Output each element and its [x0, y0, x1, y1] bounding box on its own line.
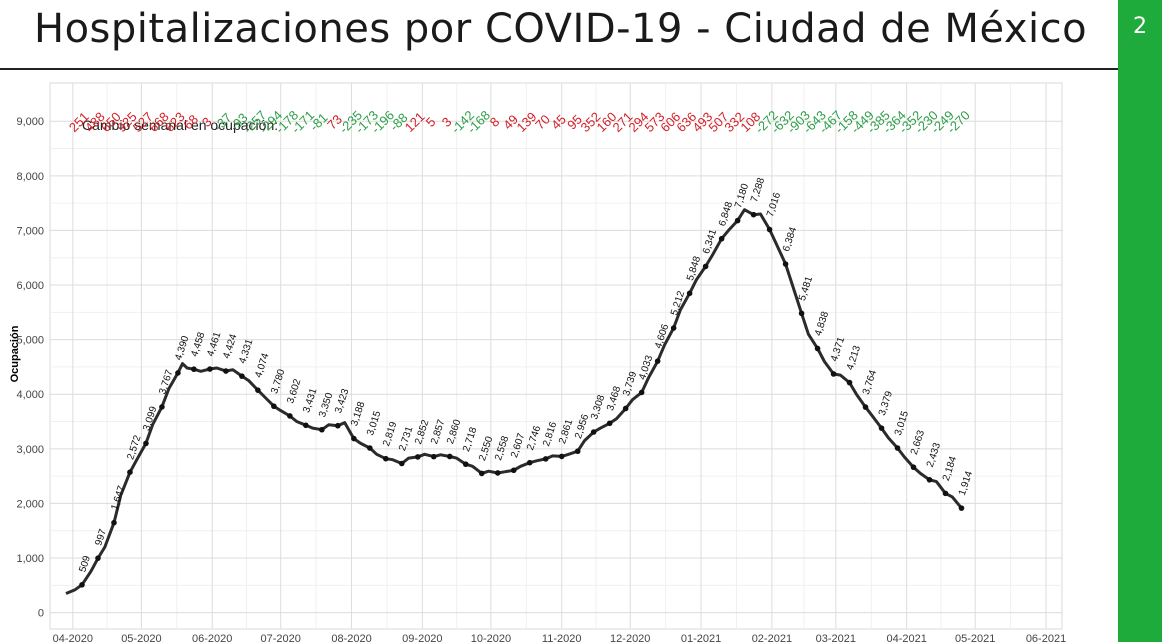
weekly-point	[590, 429, 597, 435]
x-tick-label: 03-2021	[816, 633, 856, 642]
weekly-point	[494, 470, 501, 476]
weekly-point	[399, 460, 405, 467]
y-tick-label: 8,000	[16, 171, 44, 183]
weekly-point	[335, 422, 341, 429]
grid	[50, 83, 1062, 629]
weekly-point	[351, 435, 357, 442]
weekly-point	[223, 368, 229, 374]
value-label: 997	[93, 527, 109, 547]
weekly-point	[558, 453, 565, 460]
x-tick-label: 06-2020	[192, 633, 232, 642]
y-tick-label: 4,000	[16, 389, 44, 401]
weekly-point	[191, 366, 197, 373]
y-tick-label: 7,000	[16, 225, 44, 237]
weekly-point	[670, 325, 677, 331]
weekly-point	[910, 464, 917, 471]
weekly-point	[510, 467, 517, 474]
weekly-point	[79, 582, 85, 588]
weekly-point	[367, 445, 373, 451]
weekly-point	[782, 261, 789, 267]
weekly-point	[414, 454, 421, 460]
weekly-point	[926, 476, 933, 483]
weekly-point	[159, 404, 165, 410]
weekly-point	[766, 226, 773, 233]
weekly-points	[79, 211, 965, 588]
x-tick-label: 01-2021	[681, 633, 721, 642]
weekly-point	[95, 555, 101, 561]
weekly-point	[894, 445, 901, 451]
weekly-point	[303, 422, 309, 429]
weekly-point	[878, 425, 885, 431]
weekly-point	[462, 461, 469, 468]
weekly-point	[750, 211, 757, 218]
weekly-point	[319, 426, 325, 433]
weekly-point	[143, 440, 149, 447]
weekly-point	[430, 453, 437, 460]
weekly-point	[526, 459, 533, 466]
x-tick-label: 09-2020	[402, 633, 442, 642]
weekly-point	[383, 455, 389, 462]
weekly-point	[574, 448, 581, 455]
weekly-point	[478, 470, 485, 477]
side-panel: 2	[1118, 0, 1162, 642]
y-tick-label: 3,000	[16, 444, 44, 456]
x-tick-label: 08-2020	[331, 633, 371, 642]
x-tick-label: 10-2020	[471, 633, 511, 642]
weekly-point	[958, 505, 965, 511]
x-tick-label: 11-2020	[542, 633, 582, 642]
x-tick-label: 12-2020	[610, 633, 650, 642]
y-tick-label: 9,000	[16, 116, 44, 128]
weekly-point	[175, 370, 181, 376]
page-number: 2	[1133, 14, 1147, 39]
weekly-point	[542, 456, 549, 462]
y-tick-labels: 0 1,000 2,000 3,000 4,000 5,000 6,000 7,000 8,00…	[16, 116, 44, 619]
weekly-point	[638, 389, 645, 396]
y-tick-label: 0	[38, 608, 44, 620]
weekly-point	[830, 371, 837, 377]
x-tick-label: 04-2021	[886, 633, 926, 642]
x-tick-label: 07-2020	[261, 633, 301, 642]
weekly-point	[814, 345, 821, 352]
weekly-point	[734, 217, 741, 224]
weekly-point	[718, 235, 725, 242]
weekly-point	[686, 290, 693, 297]
weekly-point	[255, 387, 261, 393]
weekly-point	[207, 366, 213, 372]
x-tick-label: 04-2020	[53, 633, 93, 642]
weekly-point	[942, 490, 949, 497]
weekly-point	[111, 519, 117, 526]
y-tick-label: 2,000	[16, 498, 44, 510]
weekly-point	[127, 469, 133, 475]
x-tick-label: 05-2020	[121, 633, 161, 642]
weekly-point	[846, 379, 853, 386]
title-bar: Hospitalizaciones por COVID-19 - Ciudad …	[0, 0, 1118, 70]
weekly-point	[446, 453, 453, 460]
x-tick-label: 02-2021	[752, 633, 792, 642]
weekly-point	[239, 373, 245, 379]
weekly-point	[654, 358, 661, 364]
y-tick-label: 6,000	[16, 280, 44, 292]
page-title: Hospitalizaciones por COVID-19 - Ciudad …	[34, 6, 1088, 52]
weekly-point	[287, 413, 293, 419]
plot-panel	[49, 82, 1063, 630]
weekly-point	[702, 263, 709, 270]
x-tick-label: 06-2021	[1026, 633, 1066, 642]
hospitalization-chart: 0 1,000 2,000 3,000 4,000 5,000 6,000 7,000 8,00…	[16, 82, 1067, 642]
weekly-point	[798, 310, 805, 317]
x-tick-label: 05-2021	[955, 633, 995, 642]
weekly-change-title: Cambio semanal en ocupación:	[82, 117, 278, 133]
y-tick-label: 5,000	[16, 335, 44, 347]
y-tick-label: 1,000	[16, 553, 44, 565]
value-label: 509	[77, 554, 93, 574]
weekly-point	[606, 420, 613, 427]
weekly-point	[862, 404, 869, 410]
weekly-point	[271, 403, 277, 410]
x-tick-labels: 04-2020 05-2020 06-2020 07-2020 08-2020 09-20…	[53, 633, 1067, 642]
weekly-point	[622, 405, 629, 412]
